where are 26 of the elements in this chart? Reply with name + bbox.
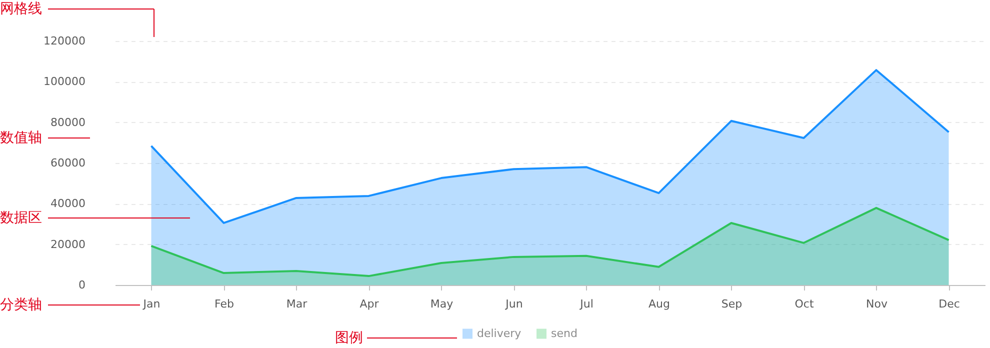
x-tick-label: Jan: [142, 298, 160, 310]
text: 数据区: [0, 210, 42, 226]
x-tick-label: Jul: [579, 298, 594, 310]
x-tick-label: Feb: [214, 298, 234, 310]
y-tick-label: 0: [78, 278, 86, 292]
text: 分类轴: [0, 297, 42, 313]
text: 数值轴: [0, 130, 42, 146]
y-tick-label: 60000: [50, 156, 86, 170]
text: 图例: [335, 330, 363, 346]
x-tick-label: Apr: [360, 298, 380, 310]
y-tick-label: 20000: [50, 238, 86, 251]
x-tick-label: Sep: [721, 298, 742, 310]
y-tick-label: 40000: [50, 197, 86, 210]
y-tick-label: 80000: [50, 116, 86, 129]
legend-label: delivery: [477, 326, 522, 340]
y-tick-label: 120000: [44, 34, 86, 48]
x-tick-label: Oct: [794, 298, 814, 310]
x-tick-label: Dec: [938, 298, 960, 310]
x-tick-label: May: [430, 298, 454, 310]
text: 网格线: [0, 1, 42, 17]
y-tick-label: 100000: [44, 75, 86, 88]
x-tick-label: Mar: [286, 298, 308, 310]
x-tick-label: Jun: [504, 298, 523, 310]
x-tick-label: Aug: [648, 298, 670, 310]
legend-label: send: [551, 326, 578, 340]
x-tick-label: Nov: [866, 298, 888, 310]
